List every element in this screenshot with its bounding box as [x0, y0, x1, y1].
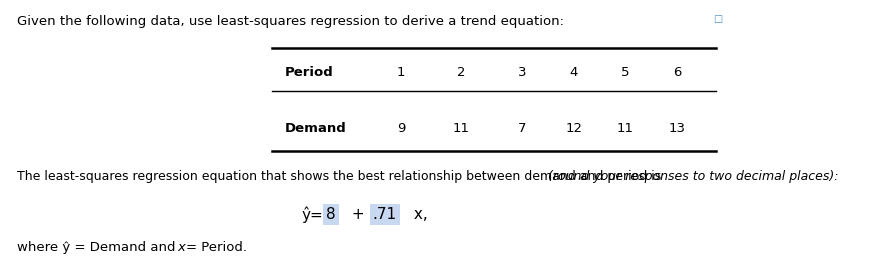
Text: □: □ — [713, 14, 722, 24]
Text: 7: 7 — [517, 122, 526, 135]
Text: ŷ=: ŷ= — [302, 206, 324, 223]
Text: +: + — [347, 207, 370, 222]
Text: 1: 1 — [397, 67, 406, 79]
Text: 5: 5 — [621, 67, 630, 79]
Text: Period: Period — [285, 67, 334, 79]
Text: Given the following data, use least-squares regression to derive a trend equatio: Given the following data, use least-squa… — [18, 15, 564, 28]
Text: 13: 13 — [669, 122, 686, 135]
Text: 12: 12 — [565, 122, 583, 135]
Text: 11: 11 — [617, 122, 634, 135]
Text: = Period.: = Period. — [186, 241, 246, 254]
Text: 4: 4 — [569, 67, 578, 79]
Text: 9: 9 — [397, 122, 406, 135]
Text: 2: 2 — [458, 67, 466, 79]
Text: 6: 6 — [673, 67, 681, 79]
Text: (round your responses to two decimal places):: (round your responses to two decimal pla… — [547, 170, 839, 183]
Text: x,: x, — [409, 207, 428, 222]
Text: Demand: Demand — [285, 122, 347, 135]
Text: The least-squares regression equation that shows the best relationship between d: The least-squares regression equation th… — [18, 170, 665, 183]
Text: x: x — [178, 241, 186, 254]
Text: 8: 8 — [326, 207, 336, 222]
Text: 3: 3 — [517, 67, 526, 79]
Text: 11: 11 — [453, 122, 470, 135]
Text: where ŷ = Demand and: where ŷ = Demand and — [18, 241, 180, 254]
Text: .71: .71 — [373, 207, 397, 222]
